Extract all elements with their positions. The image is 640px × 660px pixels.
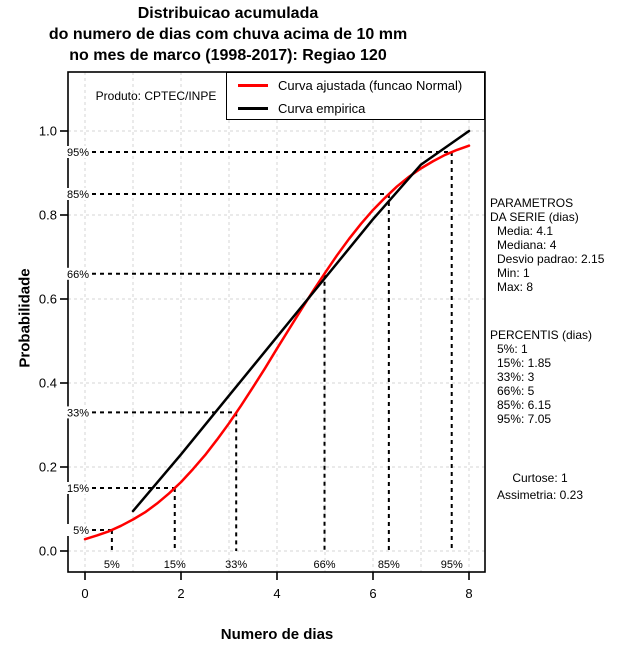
percentile-left-label: 5% [73,525,89,537]
x-tick-label: 0 [81,586,88,601]
stat-assimetria: Assimetria: 0.23 [496,488,584,502]
legend-label-fitted: Curva ajustada (funcao Normal) [278,78,463,93]
percentile-left-label: 33% [67,407,89,419]
percentile-marker-lines [68,151,453,551]
percentile-bottom-label: 85% [378,559,400,571]
legend-label-empirical: Curva empirica [278,101,366,116]
y-axis-title: Probabilidade [16,268,34,368]
percentiles-title: PERCENTIS (dias) [490,328,593,342]
percentile-bottom-label: 33% [225,559,247,571]
percentile-left-label-bg [62,482,90,494]
x-tick-label: 4 [273,586,280,601]
title-line-2: do numero de dias com chuva acima de 10 … [48,26,408,43]
empirical-curve-swatch [238,107,268,110]
y-tick-label: 0.0 [39,544,57,559]
legend: Curva ajustada (funcao Normal) Curva emp… [226,72,485,120]
fitted-curve [83,144,471,541]
legend-item-empirical: Curva empirica [227,98,484,119]
percentile-left-label-bg [62,524,90,536]
moments-panel: Curtose: 1 Assimetria: 0.23 [480,470,600,504]
x-axis-title: Numero de dias [220,626,334,643]
stat-max: Max: 8 [497,280,534,294]
y-tick-label: 0.6 [39,292,57,307]
legend-item-fitted: Curva ajustada (funcao Normal) [227,75,484,96]
stat-media: Media: 4.1 [497,224,554,238]
percentile-bottom-label: 95% [441,559,463,571]
axis-ticks [60,130,470,580]
parameters-title-line-1: PARAMETROS [490,196,574,210]
percentile-5: 5%: 1 [497,342,528,356]
product-label: Produto: CPTEC/INPE [95,89,217,103]
x-tick-label: 2 [177,586,184,601]
empirical-curve [131,129,471,513]
title-line-3: no mes de marco (1998-2017): Regiao 120 [69,47,387,64]
y-tick-label: 0.2 [39,460,57,475]
percentile-left-label-bg [62,406,90,419]
x-tick-label: 6 [369,586,376,601]
y-tick-label: 0.4 [39,376,57,391]
stat-min: Min: 1 [497,266,530,280]
y-tick-label: 0.8 [39,208,57,223]
curves [83,129,471,541]
gridlines [68,72,485,572]
x-tick-label: 8 [465,586,472,601]
percentiles-panel: PERCENTIS (dias) 5%: 1 15%: 1.85 33%: 3 … [490,328,592,426]
percentile-85: 85%: 6.15 [497,398,552,412]
percentile-15: 15%: 1.85 [497,356,552,370]
percentile-left-label-bg [62,146,90,158]
title-line-1: Distribuicao acumulada [137,5,319,22]
percentile-33: 33%: 3 [497,370,535,384]
percentile-left-label-bg [62,188,90,200]
percentile-66: 66%: 5 [497,384,535,398]
fitted-curve-swatch [238,84,268,87]
stat-mediana: Mediana: 4 [497,238,557,252]
stat-curtose: Curtose: 1 [512,471,568,485]
stat-desvio-padrao: Desvio padrao: 2.15 [497,252,605,266]
chart-title: Distribuicao acumulada do numero de dias… [0,3,456,66]
percentile-bottom-label: 66% [314,559,336,571]
percentile-labels: 5% 5% 15% 15% 33% 33% 66% 66% 85% 85% 95% 95% [62,146,463,571]
parameters-panel: PARAMETROS DA SERIE (dias) Media: 4.1 Me… [490,196,604,294]
percentile-left-label: 66% [67,269,89,281]
percentile-bottom-label: 5% [104,559,120,571]
percentile-left-label: 85% [67,189,89,201]
percentile-left-label: 95% [67,147,89,159]
percentile-left-label-bg [62,267,90,280]
y-tick-label: 1.0 [39,124,57,139]
percentile-bottom-label: 15% [164,559,186,571]
percentile-left-label: 15% [67,483,89,495]
axis-tick-labels: 0 2 4 6 8 0.0 0.2 0.4 0.6 0.8 1.0 [39,124,473,602]
parameters-title-line-2: DA SERIE (dias) [490,210,579,224]
percentile-95: 95%: 7.05 [497,412,552,426]
